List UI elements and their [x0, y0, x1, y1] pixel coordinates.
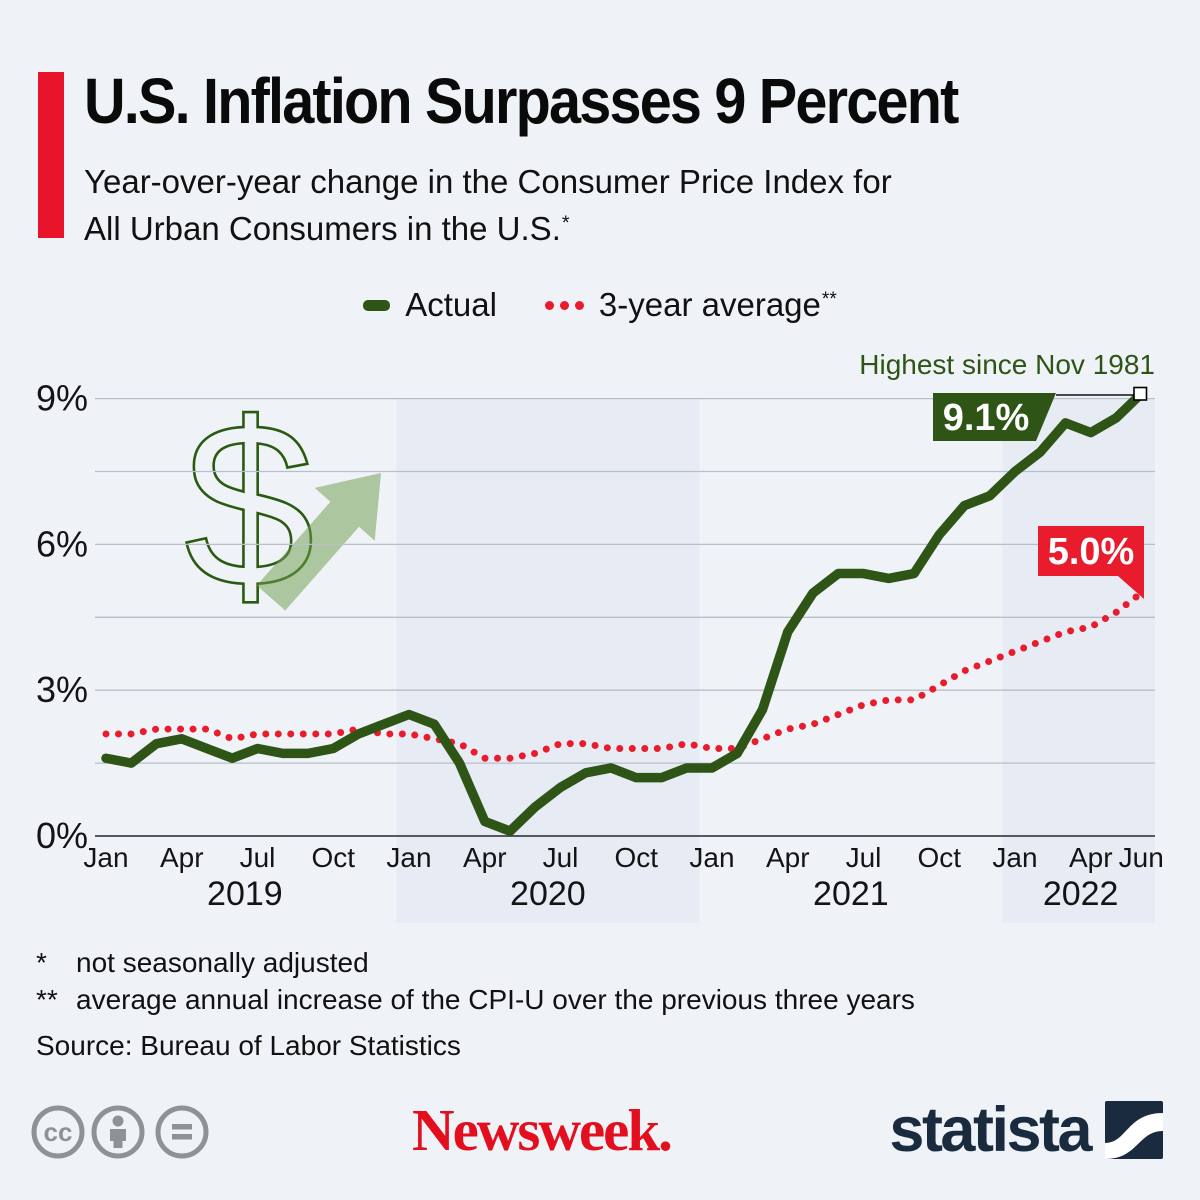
equals-icon: [172, 1124, 192, 1140]
newsweek-logo: Newsweek.: [412, 1097, 673, 1163]
subtitle-line1: Year-over-year change in the Consumer Pr…: [84, 163, 892, 200]
x-tick-label: Apr: [1069, 842, 1113, 873]
y-tick-label: 3%: [36, 669, 88, 710]
x-tick-label: Oct: [614, 842, 658, 873]
end-point-marker: [1133, 386, 1148, 401]
x-tick-label: Oct: [917, 842, 961, 873]
highest-annotation: Highest since Nov 1981: [859, 349, 1155, 380]
year-label: 2019: [207, 875, 283, 913]
average-callout-pointer: [1118, 576, 1144, 599]
statista-logo: statista: [889, 1094, 1163, 1166]
year-label: 2022: [1043, 875, 1119, 913]
statista-logo-text: statista: [889, 1095, 1092, 1165]
x-tick-label: Jul: [240, 842, 276, 873]
x-tick-label: Jan: [992, 842, 1037, 873]
x-tick-label: Jun: [1119, 842, 1164, 873]
y-tick-label: 0%: [36, 815, 88, 856]
average-line: [102, 589, 1145, 762]
actual-callout: [933, 393, 1056, 441]
x-tick-label: Apr: [766, 842, 810, 873]
average-dotted-swatch-icon: [544, 300, 584, 310]
up-arrow-icon: [256, 473, 381, 611]
footnote-text: average annual increase of the CPI-U ove…: [76, 984, 915, 1015]
x-tick-label: Jan: [386, 842, 431, 873]
x-tick-label: Jan: [689, 842, 734, 873]
x-tick-label: Jul: [846, 842, 882, 873]
footnote-text: not seasonally adjusted: [76, 947, 369, 978]
footnote-mark: **: [36, 984, 58, 1015]
attribution-person-icon: [110, 1115, 126, 1148]
creative-commons-icons: cc: [31, 1105, 209, 1159]
actual-line: [101, 388, 1146, 836]
x-tick-label: Apr: [160, 842, 204, 873]
subtitle-line2: All Urban Consumers in the U.S.: [84, 210, 561, 247]
footnotes: * not seasonally adjusted ** average ann…: [36, 948, 915, 1015]
subtitle-footnote-mark: *: [561, 212, 570, 235]
chart-legend: Actual 3-year average**: [0, 286, 1200, 324]
year-label: 2021: [813, 875, 889, 913]
y-tick-label: 6%: [36, 523, 88, 564]
statista-swoosh-icon: [1105, 1101, 1163, 1159]
x-tick-label: Oct: [311, 842, 355, 873]
legend-label-average: 3-year average**: [598, 286, 837, 323]
source-line: Source: Bureau of Labor Statistics: [36, 1030, 461, 1061]
x-tick-label: Jul: [543, 842, 579, 873]
subtitle: Year-over-year change in the Consumer Pr…: [84, 158, 892, 258]
y-tick-label: 9%: [36, 378, 88, 419]
cc-label: cc: [44, 1117, 73, 1147]
x-tick-label: Jan: [83, 842, 128, 873]
average-callout: [1038, 526, 1144, 576]
actual-final-value-label: 9.1%: [943, 397, 1030, 439]
legend-item-actual: Actual: [363, 286, 497, 324]
inflation-line-chart: 9.1% 5.0% Highest since Nov 1981 0% 3% 6% 9% Ja…: [36, 349, 1164, 924]
x-tick-label: Apr: [463, 842, 507, 873]
dollar-up-arrow-watermark: $: [183, 398, 381, 633]
attribution-circle-icon: [91, 1105, 145, 1159]
legend-item-average: 3-year average**: [544, 286, 837, 324]
red-accent-bar: [38, 72, 64, 238]
cc-circle-icon: [31, 1105, 85, 1159]
year-label: 2020: [510, 875, 586, 913]
equals-circle-icon: [155, 1105, 209, 1159]
footnote-mark: *: [36, 947, 47, 978]
actual-line-swatch-icon: [363, 299, 391, 311]
average-final-value-label: 5.0%: [1048, 531, 1135, 573]
page-title: U.S. Inflation Surpasses 9 Percent: [84, 65, 959, 137]
legend-label-actual: Actual: [405, 286, 497, 323]
